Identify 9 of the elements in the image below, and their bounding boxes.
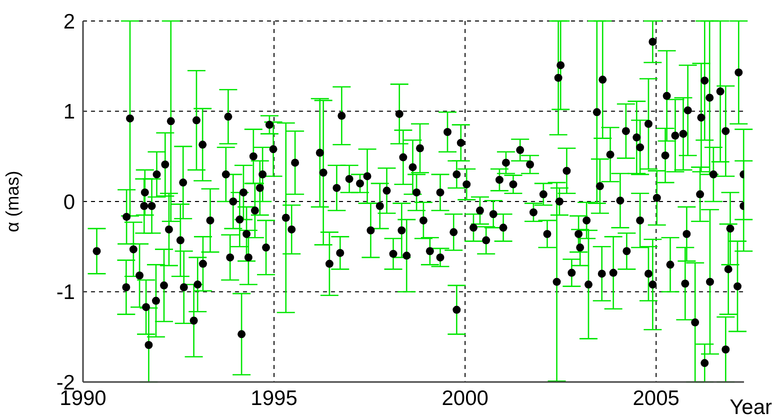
y-tick-label: 2 — [63, 10, 75, 34]
x-tick-label: 2005 — [632, 386, 680, 410]
y-tick-label: -1 — [56, 281, 75, 304]
y-tick-label: 0 — [63, 190, 75, 214]
x-tick-label: 2000 — [442, 386, 488, 410]
y-axis-title: α (mas) — [2, 170, 22, 232]
x-tick-label: 1995 — [250, 386, 298, 410]
x-axis-title: Year — [730, 396, 772, 418]
y-tick-label: 1 — [63, 100, 75, 124]
